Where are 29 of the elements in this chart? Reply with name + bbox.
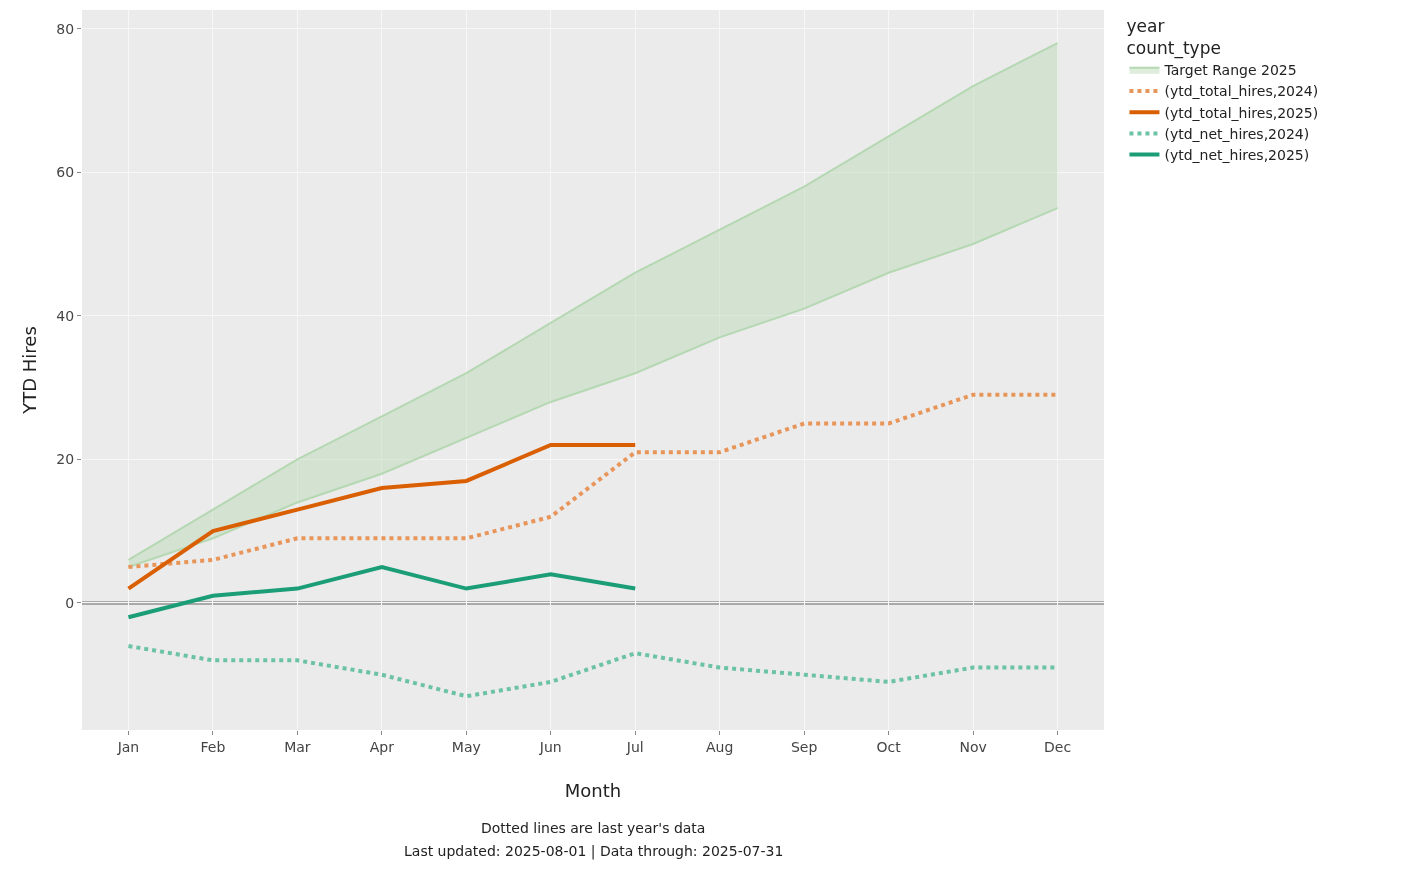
legend-label: (ytd_total_hires,2024) bbox=[1164, 83, 1319, 100]
legend-label: Target Range 2025 bbox=[1163, 62, 1297, 79]
x-axis-title: Month bbox=[564, 779, 622, 801]
legend-label: (ytd_total_hires,2025) bbox=[1164, 104, 1319, 121]
legend-label: (ytd_net_hires,2025) bbox=[1164, 147, 1310, 164]
x-tick-label: Feb bbox=[200, 738, 226, 755]
x-tick-label: Aug bbox=[706, 738, 734, 755]
legend-title: year count_type bbox=[1126, 16, 1221, 60]
y-axis-title: YTD Hires bbox=[18, 326, 40, 415]
y-tick-label: 80 bbox=[56, 20, 75, 37]
text: Dotted lines are last year's data bbox=[481, 820, 706, 836]
x-tick-label: Dec bbox=[1044, 738, 1072, 755]
y-tick-label: 0 bbox=[65, 594, 75, 611]
line-series bbox=[126, 443, 638, 591]
legend-label: (ytd_net_hires,2024) bbox=[1164, 125, 1310, 142]
x-tick-label: Jun bbox=[538, 738, 562, 755]
text: Last updated: 2025-08-01 | Data through: 2025-07-31 bbox=[404, 843, 784, 860]
x-tick-label: May bbox=[451, 738, 481, 755]
x-tick-label: Apr bbox=[369, 738, 395, 755]
x-tick-label: Jan bbox=[116, 738, 140, 755]
y-tick-label: 20 bbox=[56, 451, 75, 468]
x-tick-label: Mar bbox=[284, 738, 311, 755]
x-tick-label: Sep bbox=[790, 738, 818, 755]
x-tick-label: Jul bbox=[625, 738, 644, 755]
x-tick-label: Nov bbox=[959, 738, 987, 755]
y-tick-label: 40 bbox=[56, 307, 75, 324]
y-tick-label: 60 bbox=[56, 164, 75, 181]
line-series bbox=[126, 565, 638, 620]
x-tick-label: Oct bbox=[876, 738, 902, 755]
